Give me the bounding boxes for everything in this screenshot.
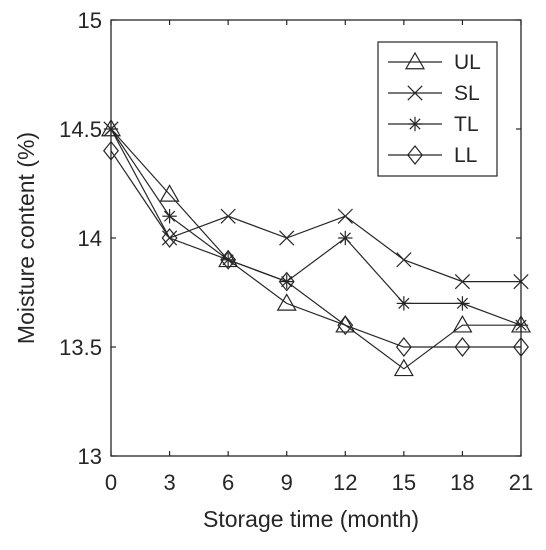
x-marker-stroke: [220, 208, 236, 224]
star-marker-stroke: [409, 118, 421, 130]
series-line-sl: [110, 128, 521, 283]
star-marker-stroke: [398, 297, 410, 310]
x-marker-stroke: [279, 230, 295, 246]
legend-label-tl: TL: [454, 113, 479, 136]
legend-item-tl: TL: [388, 113, 479, 136]
y-tick-label: 14: [78, 226, 102, 251]
x-tick-label: 15: [392, 470, 416, 495]
data-point-tl: [103, 121, 119, 137]
data-point-ll: [454, 337, 471, 357]
data-point-tl: [455, 296, 470, 311]
data-point-ul: [276, 293, 297, 311]
x-tick-label: 9: [281, 470, 293, 495]
star-marker-stroke: [163, 210, 176, 222]
x-marker-stroke: [407, 85, 423, 101]
y-tick-label: 13: [78, 444, 102, 469]
data-point-sl: [513, 273, 529, 290]
series-line-tl: [110, 128, 522, 326]
data-point-ul: [393, 358, 414, 377]
series-ll: [103, 140, 529, 357]
data-point-ll: [103, 140, 119, 161]
legend-item-ul: UL: [388, 51, 481, 74]
series-tl: [103, 121, 529, 333]
y-tick-label: 15: [78, 8, 102, 33]
star-marker-stroke: [339, 232, 351, 244]
data-point-ll: [278, 271, 295, 292]
data-point-sl: [396, 252, 412, 268]
star-marker-stroke: [456, 297, 469, 310]
x-marker-stroke: [513, 273, 529, 290]
x-tick-label: 3: [163, 470, 175, 495]
data-point-tl: [338, 230, 353, 246]
x-tick-label: 6: [222, 470, 234, 495]
data-point-tl: [396, 296, 412, 311]
star-marker-stroke: [515, 319, 527, 331]
data-point-sl: [220, 208, 236, 224]
data-point-ul: [159, 184, 180, 202]
x-tick-label: 12: [333, 470, 357, 495]
legend-marker-sl: [407, 85, 423, 101]
series-line-ll: [110, 150, 521, 348]
legend: UL SL TL LL: [377, 41, 498, 177]
legend-marker-ll: [407, 145, 423, 165]
legend-box: [377, 41, 498, 177]
data-point-ll: [337, 315, 354, 336]
x-tick-label: 0: [105, 470, 117, 495]
legend-item-sl: SL: [388, 82, 480, 105]
legend-label-ul: UL: [454, 51, 481, 74]
y-tick-label: 13.5: [59, 335, 102, 360]
x-tick-label: 21: [509, 470, 533, 495]
legend-item-ll: LL: [388, 144, 477, 167]
x-marker-stroke: [454, 273, 471, 290]
x-marker-stroke: [396, 252, 412, 268]
x-marker-stroke: [337, 208, 353, 224]
data-point-ll: [220, 249, 237, 270]
legend-marker-tl: [407, 116, 423, 132]
y-axis-title: Moisture content (%): [13, 132, 39, 344]
x-axis-title: Storage time (month): [203, 506, 419, 532]
data-point-ll: [395, 337, 412, 357]
data-point-tl: [162, 209, 177, 224]
data-point-tl: [513, 318, 529, 333]
star-marker-stroke: [105, 123, 117, 135]
legend-label-ll: LL: [454, 144, 477, 167]
y-tick-label: 14.5: [59, 117, 102, 142]
data-point-sl: [279, 230, 295, 246]
data-point-ul: [452, 314, 473, 333]
data-point-sl: [337, 208, 353, 224]
x-tick-label: 18: [450, 470, 474, 495]
data-point-ll: [513, 337, 529, 357]
legend-marker-ul: [404, 51, 426, 70]
legend-label-sl: SL: [454, 82, 480, 105]
data-point-sl: [454, 273, 471, 290]
data-point-ul: [335, 314, 356, 333]
data-point-ll: [161, 228, 178, 248]
